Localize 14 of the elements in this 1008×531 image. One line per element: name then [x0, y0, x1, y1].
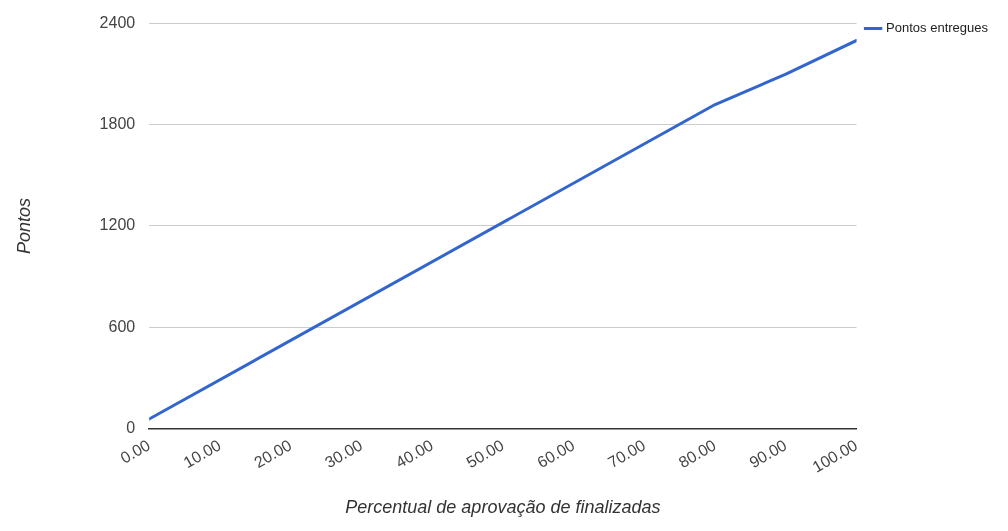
x-axis-title: Percentual de aprovação de finalizadas	[345, 497, 661, 518]
x-tick-label: 30.00	[321, 436, 366, 472]
x-tick-label: 0.00	[117, 436, 153, 467]
legend-label: Pontos entregues	[886, 20, 989, 36]
y-tick-label: 0	[126, 418, 136, 436]
y-tick-label: 600	[108, 317, 136, 335]
x-tick-label: 60.00	[534, 436, 578, 472]
y-axis-title: Pontos	[13, 197, 34, 254]
y-tick-label: 1800	[99, 115, 136, 133]
y-tick-label: 2400	[99, 14, 136, 32]
x-tick-label: 70.00	[604, 436, 649, 472]
x-tick-label: 80.00	[675, 436, 719, 472]
y-tick-label: 1200	[99, 216, 136, 234]
x-tick-label: 40.00	[392, 436, 436, 472]
